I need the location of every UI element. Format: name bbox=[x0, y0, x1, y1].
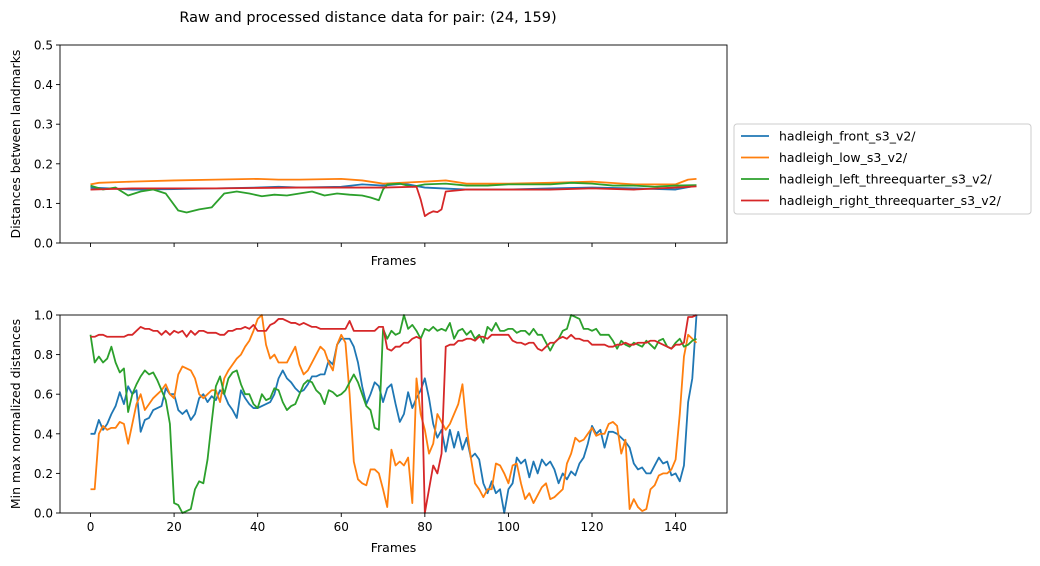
y-tick-label: 0.2 bbox=[34, 157, 53, 171]
x-tick-label: 100 bbox=[497, 520, 520, 534]
y-tick-label: 0.8 bbox=[34, 348, 53, 362]
series-line-3 bbox=[89, 314, 697, 514]
y-tick-label: 0.2 bbox=[34, 467, 53, 481]
y-tick-label: 1.0 bbox=[34, 309, 53, 323]
series-line-2 bbox=[90, 314, 698, 512]
x-axis-label: Frames bbox=[371, 540, 416, 555]
x-tick-label: 0 bbox=[87, 520, 95, 534]
x-axis-label: Frames bbox=[371, 253, 416, 268]
series-line-3 bbox=[90, 181, 697, 214]
y-tick-label: 0.6 bbox=[34, 388, 53, 402]
y-tick-label: 0.0 bbox=[34, 237, 53, 251]
legend-entry-2: hadleigh_low_s3_v2/ bbox=[779, 150, 908, 165]
y-axis-label: Distances between landmarks bbox=[8, 50, 23, 239]
x-tick-label: 40 bbox=[250, 520, 265, 534]
x-tick-label: 120 bbox=[581, 520, 604, 534]
series-line-1 bbox=[90, 314, 698, 514]
legend-box bbox=[733, 123, 1032, 215]
top-plot: 0.0 0.1 0.2 0.3 0.4 0.5 Frames Distances betwee… bbox=[8, 39, 728, 268]
y-tick-label: 0.1 bbox=[34, 197, 53, 211]
legend-entry-4: hadleigh_right_threequarter_s3_v2/ bbox=[779, 193, 1002, 208]
x-tick-label: 60 bbox=[334, 520, 349, 534]
y-tick-label: 0.4 bbox=[34, 427, 53, 441]
y-tick-label: 0.4 bbox=[34, 78, 53, 92]
axes-frame bbox=[59, 44, 728, 244]
series-line-4 bbox=[90, 314, 697, 514]
x-tick-label: 80 bbox=[417, 520, 432, 534]
figure-title: Raw and processed distance data for pair… bbox=[179, 10, 556, 26]
axes-frame bbox=[59, 314, 728, 514]
legend-entry-1: hadleigh_front_s3_v2/ bbox=[779, 129, 916, 144]
y-tick-label: 0.5 bbox=[34, 39, 53, 53]
y-tick-label: 0.3 bbox=[34, 118, 53, 132]
legend: hadleigh_front_s3_v2/hadleigh_low_s3_v2/… bbox=[733, 123, 1032, 215]
series-line-4 bbox=[90, 185, 697, 217]
series-line-2 bbox=[90, 177, 697, 186]
y-tick-label: 0.0 bbox=[34, 507, 53, 521]
legend-entry-3: hadleigh_left_threequarter_s3_v2/ bbox=[779, 172, 993, 187]
bottom-plot: 0.0 0.2 0.4 0.6 0.8 1.0 0 20 40 60 80 100 120 140 Fram… bbox=[8, 309, 728, 555]
x-tick-label: 20 bbox=[166, 520, 181, 534]
x-tick-label: 140 bbox=[664, 520, 687, 534]
y-axis-label: Min max normalized distances bbox=[8, 319, 23, 509]
